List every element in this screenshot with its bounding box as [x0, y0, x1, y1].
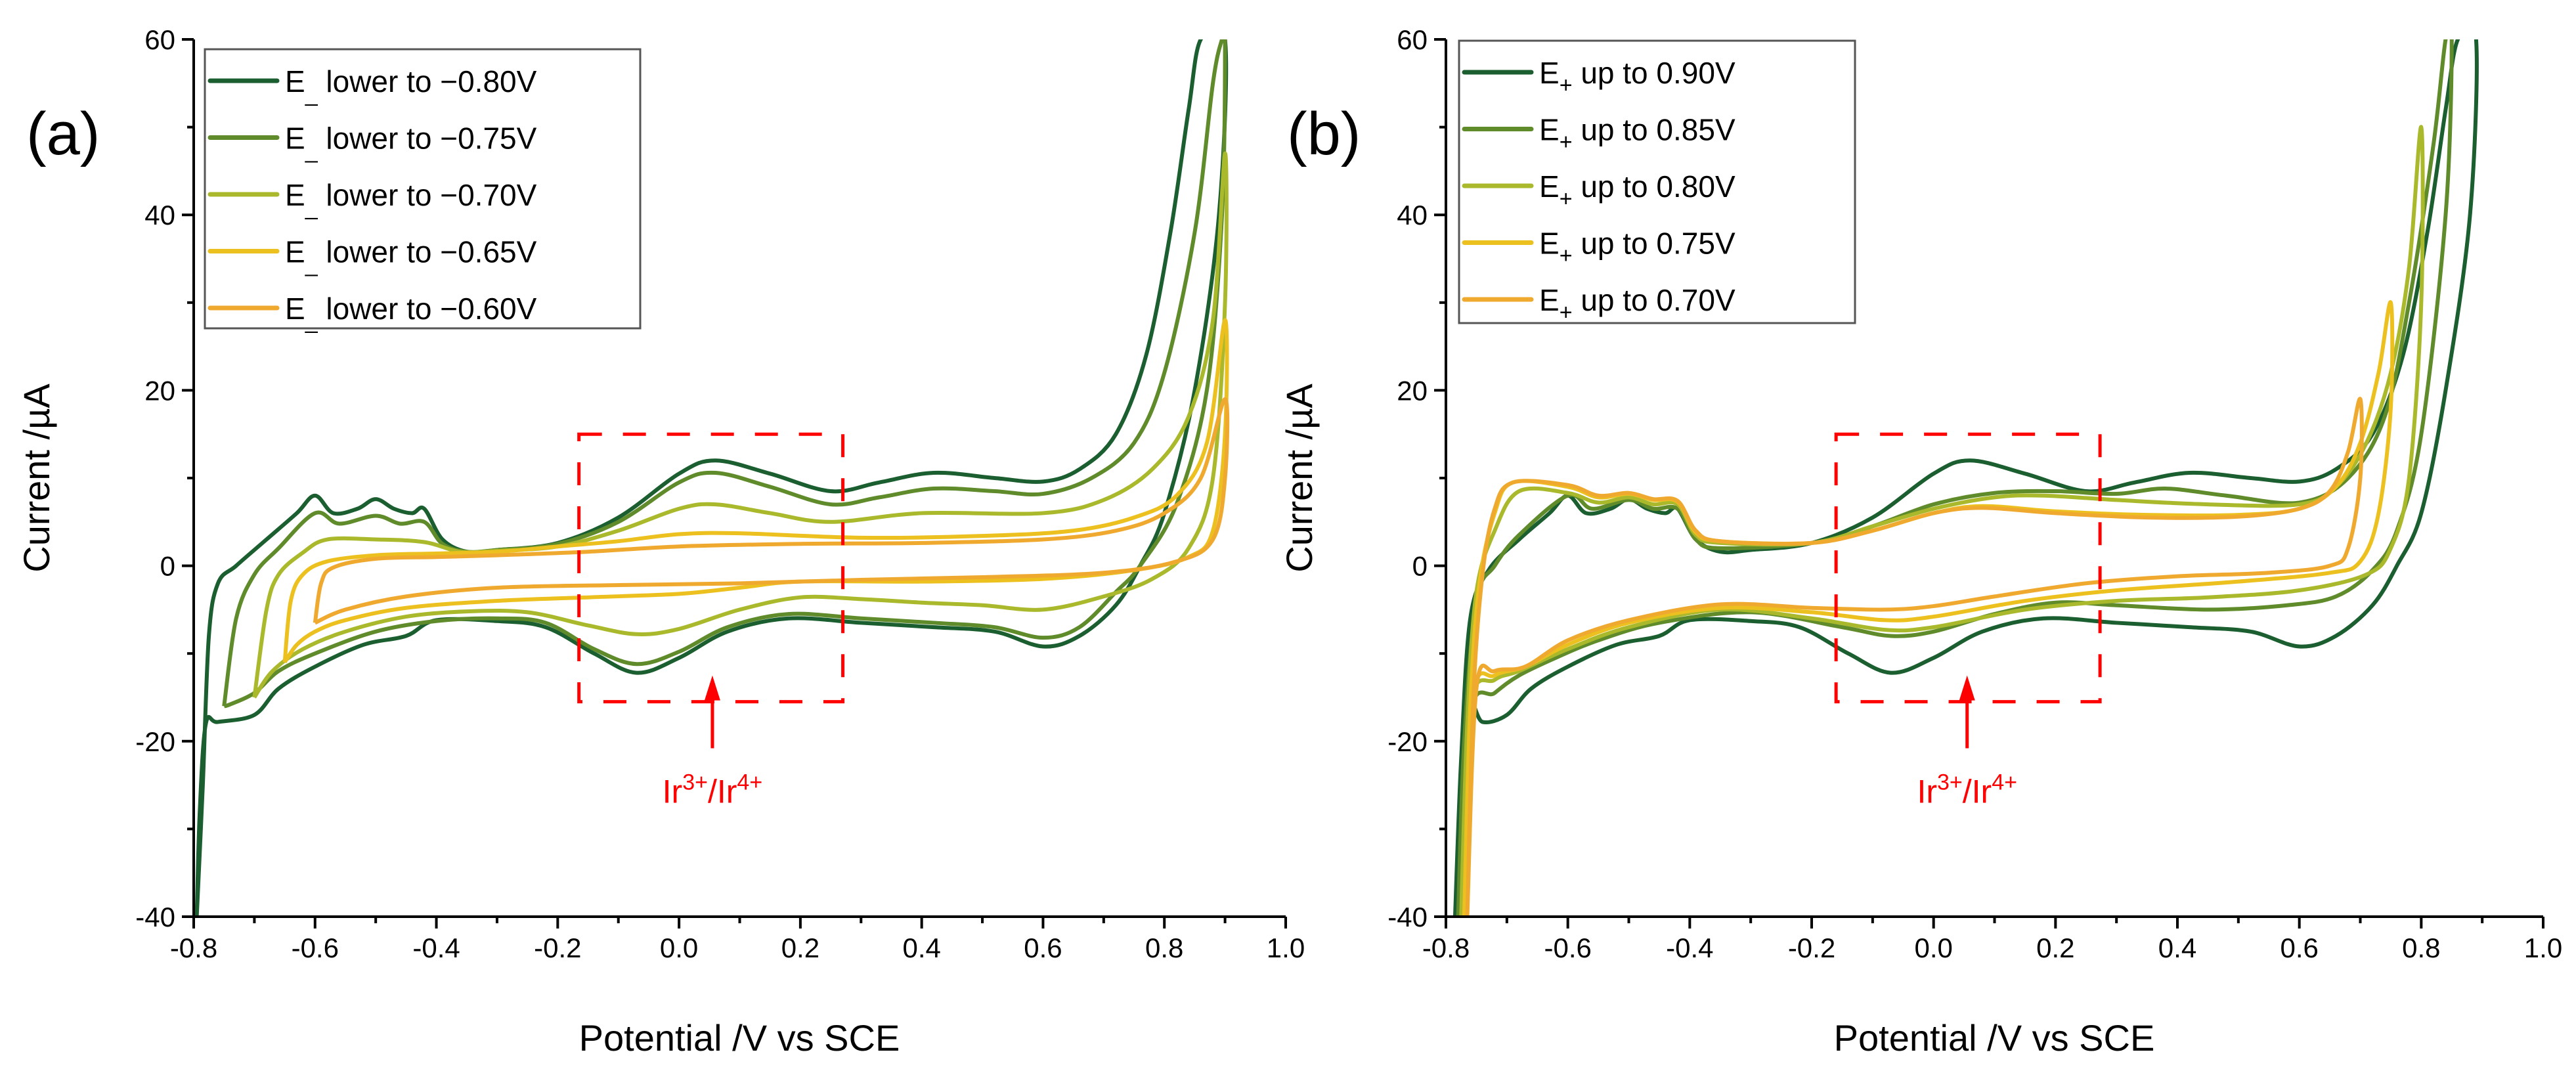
y-tick-label: 60: [144, 24, 175, 55]
panel-b: -0.8 -0.6 -0.4 -0.2 0.0 0.2 0.4 0.6 0.8 1.0 -40 -20…: [1278, 24, 2562, 1059]
legend-label: E+ up to 0.75V: [1539, 227, 1736, 269]
panel-a: -0.8 -0.6 -0.4 -0.2 0.0 0.2 0.4 0.6 0.8 1.0 -40 -20…: [16, 24, 1305, 1059]
y-axis-title: Current /µA: [16, 383, 57, 573]
arrow-head: [704, 675, 720, 701]
legend-label: E+ up to 0.85V: [1539, 113, 1736, 155]
x-tick-label: -0.2: [1788, 932, 1835, 963]
annotation-label: Ir3+/Ir4+: [663, 770, 763, 810]
series-line-4: [313, 397, 1230, 625]
series-line-0: [1452, 39, 2479, 917]
x-tick-label: -0.6: [1544, 932, 1591, 963]
y-tick-label: 20: [144, 375, 175, 406]
x-tick-label: -0.8: [1422, 932, 1470, 963]
y-tick-label: -40: [1387, 902, 1428, 932]
x-tick-label: 0.8: [2402, 932, 2440, 963]
y-tick-label: 40: [144, 200, 175, 230]
x-tick-label: 0.2: [781, 932, 819, 963]
x-tick-label: 1.0: [1267, 932, 1305, 963]
x-tick-label: -0.4: [1666, 932, 1713, 963]
y-tick-label: -20: [135, 726, 175, 757]
annotation-label: Ir3+/Ir4+: [1917, 770, 2017, 810]
x-tick-label: 0.2: [2036, 932, 2074, 963]
panel-label: (a): [26, 100, 100, 167]
legend-label: E_ lower to −0.75V: [285, 121, 537, 164]
y-tick-label: 20: [1397, 375, 1428, 406]
legend-item: E_ lower to −0.65V: [207, 235, 537, 277]
y-tick-label: -20: [1387, 726, 1428, 757]
legend-item: E_ lower to −0.75V: [207, 121, 537, 164]
annotation: Ir3+/Ir4+: [1834, 432, 2102, 810]
legend-item: E_ lower to −0.80V: [207, 64, 537, 106]
highlight-box: [1834, 432, 2102, 704]
arrow-head: [1959, 675, 1975, 701]
legend-item: E+ up to 0.90V: [1462, 56, 1736, 98]
legend-label: E_ lower to −0.65V: [285, 235, 537, 277]
x-tick-label: 1.0: [2524, 932, 2562, 963]
legend-item: E_ lower to −0.60V: [207, 292, 537, 334]
y-tick-label: -40: [135, 902, 175, 932]
x-tick-label: 0.4: [902, 932, 940, 963]
series-line-3: [282, 318, 1229, 664]
legend-label: E_ lower to −0.80V: [285, 64, 537, 106]
x-tick-label: 0.6: [2280, 932, 2318, 963]
annotation: Ir3+/Ir4+: [577, 432, 845, 810]
legend-label: E+ up to 0.80V: [1539, 169, 1736, 211]
y-tick-label: 40: [1397, 200, 1428, 230]
series-line-2: [1459, 125, 2425, 917]
legend-label: E+ up to 0.70V: [1539, 283, 1736, 325]
x-tick-label: -0.2: [534, 932, 581, 963]
legend-label: E+ up to 0.90V: [1539, 56, 1736, 98]
series-group: [1452, 39, 2479, 917]
series-group: [194, 39, 1230, 917]
x-tick-label: 0.4: [2158, 932, 2196, 963]
panel-label: (b): [1287, 100, 1361, 167]
legend-item: E_ lower to −0.70V: [207, 178, 537, 220]
y-tick-label: 60: [1397, 24, 1428, 55]
legend-item: E+ up to 0.70V: [1462, 283, 1736, 325]
x-tick-label: 0.6: [1024, 932, 1062, 963]
legend-label: E_ lower to −0.60V: [285, 292, 537, 334]
y-tick-label: 0: [160, 551, 175, 582]
y-tick-label: 0: [1412, 551, 1428, 582]
legend-label: E_ lower to −0.70V: [285, 178, 537, 220]
series-line-4: [1465, 397, 2364, 917]
series-line-1: [1456, 39, 2454, 917]
legend-item: E+ up to 0.85V: [1462, 113, 1736, 155]
x-tick-label: -0.4: [412, 932, 460, 963]
x-axis-title: Potential /V vs SCE: [1834, 1017, 2155, 1059]
y-axis-title: Current /µA: [1278, 383, 1320, 573]
x-tick-label: -0.6: [292, 932, 339, 963]
legend-box: [204, 48, 642, 330]
x-tick-label: -0.8: [170, 932, 217, 963]
x-axis-title: Potential /V vs SCE: [579, 1017, 900, 1059]
series-line-0: [194, 39, 1229, 917]
legend: E_ lower to −0.80V E_ lower to −0.75V E_ l…: [204, 48, 642, 334]
legend-box: [1458, 39, 1856, 324]
x-tick-label: 0.8: [1145, 932, 1183, 963]
legend-item: E+ up to 0.75V: [1462, 227, 1736, 269]
legend: E+ up to 0.90V E+ up to 0.85V E+ up to 0.8…: [1458, 39, 1856, 325]
x-tick-label: 0.0: [1914, 932, 1952, 963]
legend-item: E+ up to 0.80V: [1462, 169, 1736, 211]
x-tick-label: 0.0: [660, 932, 698, 963]
